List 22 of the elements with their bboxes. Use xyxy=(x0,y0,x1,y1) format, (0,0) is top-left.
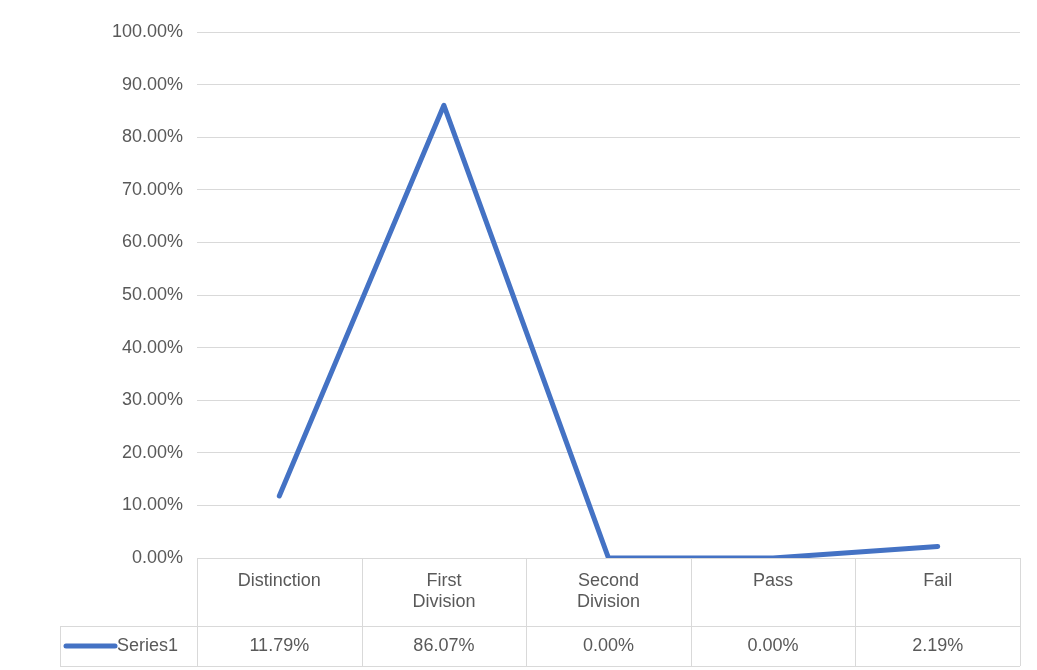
data-label: 2.19% xyxy=(912,634,964,655)
y-tick-label: 10.00% xyxy=(121,494,183,515)
data-label: 86.07% xyxy=(413,634,475,655)
y-tick-label: 40.00% xyxy=(121,336,183,357)
x-tick-label: Fail xyxy=(923,569,953,590)
x-tick-label: Pass xyxy=(753,569,794,590)
y-tick-label: 70.00% xyxy=(121,178,183,199)
data-label: 0.00% xyxy=(747,634,799,655)
data-label: 11.79% xyxy=(249,634,310,655)
data-label: 0.00% xyxy=(582,634,635,655)
legend-label: Series1 xyxy=(117,634,179,655)
y-tick-label: 20.00% xyxy=(121,441,183,462)
y-tick-label: 0.00% xyxy=(131,546,183,567)
y-tick-label: 50.00% xyxy=(121,283,183,304)
y-tick-label: 30.00% xyxy=(121,389,183,410)
y-tick-label: 90.00% xyxy=(121,73,183,94)
x-tick-label: First Division xyxy=(412,569,476,612)
y-tick-label: 60.00% xyxy=(121,231,183,252)
x-tick-label: Distinction xyxy=(237,569,321,590)
x-tick-label: Second Division xyxy=(576,569,641,612)
y-tick-label: 80.00% xyxy=(121,126,183,147)
y-tick-label: 100.00% xyxy=(111,20,183,41)
